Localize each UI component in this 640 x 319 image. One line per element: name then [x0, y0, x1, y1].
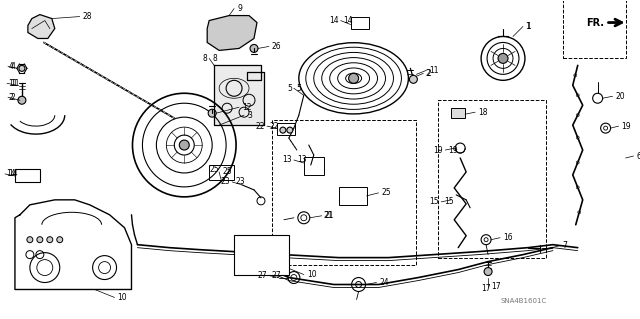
Text: 21: 21 — [324, 211, 334, 220]
Circle shape — [37, 237, 43, 243]
Text: 14: 14 — [329, 16, 339, 25]
Text: 2: 2 — [426, 69, 431, 78]
Text: 22: 22 — [255, 122, 265, 131]
Circle shape — [23, 174, 27, 178]
Text: 2: 2 — [9, 93, 13, 102]
Text: 8: 8 — [212, 54, 217, 63]
Bar — [563, 0, 625, 58]
Bar — [272, 120, 417, 264]
Text: 17: 17 — [481, 284, 491, 293]
Text: 12: 12 — [242, 103, 252, 112]
Bar — [209, 165, 234, 180]
Text: 15: 15 — [429, 197, 439, 206]
Text: 25: 25 — [381, 188, 391, 197]
Circle shape — [28, 174, 32, 178]
Text: 10: 10 — [118, 293, 127, 302]
Text: 11: 11 — [8, 79, 17, 88]
Text: 27: 27 — [272, 271, 282, 280]
Text: 6: 6 — [637, 152, 640, 160]
Text: 23: 23 — [235, 177, 244, 186]
Circle shape — [498, 53, 508, 63]
Text: 10: 10 — [307, 270, 316, 279]
Text: 26: 26 — [272, 42, 282, 51]
Text: 11: 11 — [429, 66, 439, 75]
Bar — [438, 100, 546, 258]
Text: 8: 8 — [202, 54, 207, 63]
Circle shape — [484, 268, 492, 276]
Text: 4: 4 — [9, 62, 14, 71]
Circle shape — [179, 140, 189, 150]
Text: 4: 4 — [11, 62, 16, 71]
Bar — [339, 187, 367, 205]
Text: 13: 13 — [282, 155, 292, 165]
Circle shape — [57, 237, 63, 243]
Text: 27: 27 — [257, 271, 267, 280]
Text: 25: 25 — [209, 166, 219, 174]
Text: 21: 21 — [324, 211, 333, 220]
Text: 7: 7 — [563, 241, 568, 250]
Text: 14: 14 — [8, 169, 17, 178]
Circle shape — [18, 96, 26, 104]
Bar — [277, 123, 295, 135]
Circle shape — [19, 65, 25, 71]
Text: 14: 14 — [344, 16, 353, 25]
Text: 5: 5 — [287, 84, 292, 93]
Text: 1: 1 — [526, 22, 531, 31]
Text: 2: 2 — [11, 93, 16, 102]
Text: 9: 9 — [237, 4, 242, 13]
Text: 3: 3 — [247, 111, 252, 120]
Text: 14: 14 — [6, 169, 15, 178]
Bar — [451, 108, 465, 118]
Polygon shape — [207, 16, 257, 50]
Circle shape — [349, 73, 358, 83]
Text: 24: 24 — [380, 278, 389, 287]
Circle shape — [47, 237, 52, 243]
Polygon shape — [214, 65, 264, 125]
Circle shape — [208, 109, 216, 117]
Text: 19: 19 — [621, 122, 631, 131]
Text: 5: 5 — [297, 84, 301, 93]
Circle shape — [410, 75, 417, 83]
Text: FR.: FR. — [586, 18, 604, 27]
Circle shape — [27, 237, 33, 243]
Bar — [15, 169, 40, 182]
Text: 13: 13 — [297, 155, 307, 165]
Text: 19: 19 — [434, 145, 444, 154]
Bar — [234, 235, 289, 275]
Text: 23: 23 — [220, 177, 230, 186]
Text: 16: 16 — [503, 233, 513, 242]
Text: 2: 2 — [426, 69, 430, 78]
Text: 28: 28 — [83, 12, 92, 21]
Circle shape — [250, 44, 258, 52]
Text: 18: 18 — [478, 108, 488, 117]
Text: 22: 22 — [270, 122, 280, 131]
Circle shape — [280, 127, 286, 133]
Circle shape — [287, 127, 293, 133]
Polygon shape — [28, 15, 55, 39]
Text: 17: 17 — [491, 282, 500, 291]
Text: SNA4B1601C: SNA4B1601C — [500, 299, 547, 304]
Text: 11: 11 — [10, 79, 19, 88]
Text: 1: 1 — [525, 22, 530, 31]
Bar — [304, 157, 324, 175]
Text: 25: 25 — [222, 167, 232, 176]
Text: 15: 15 — [444, 197, 454, 206]
Circle shape — [18, 174, 22, 178]
Text: 19: 19 — [448, 145, 458, 154]
Text: 20: 20 — [616, 92, 625, 101]
Bar — [351, 17, 369, 28]
